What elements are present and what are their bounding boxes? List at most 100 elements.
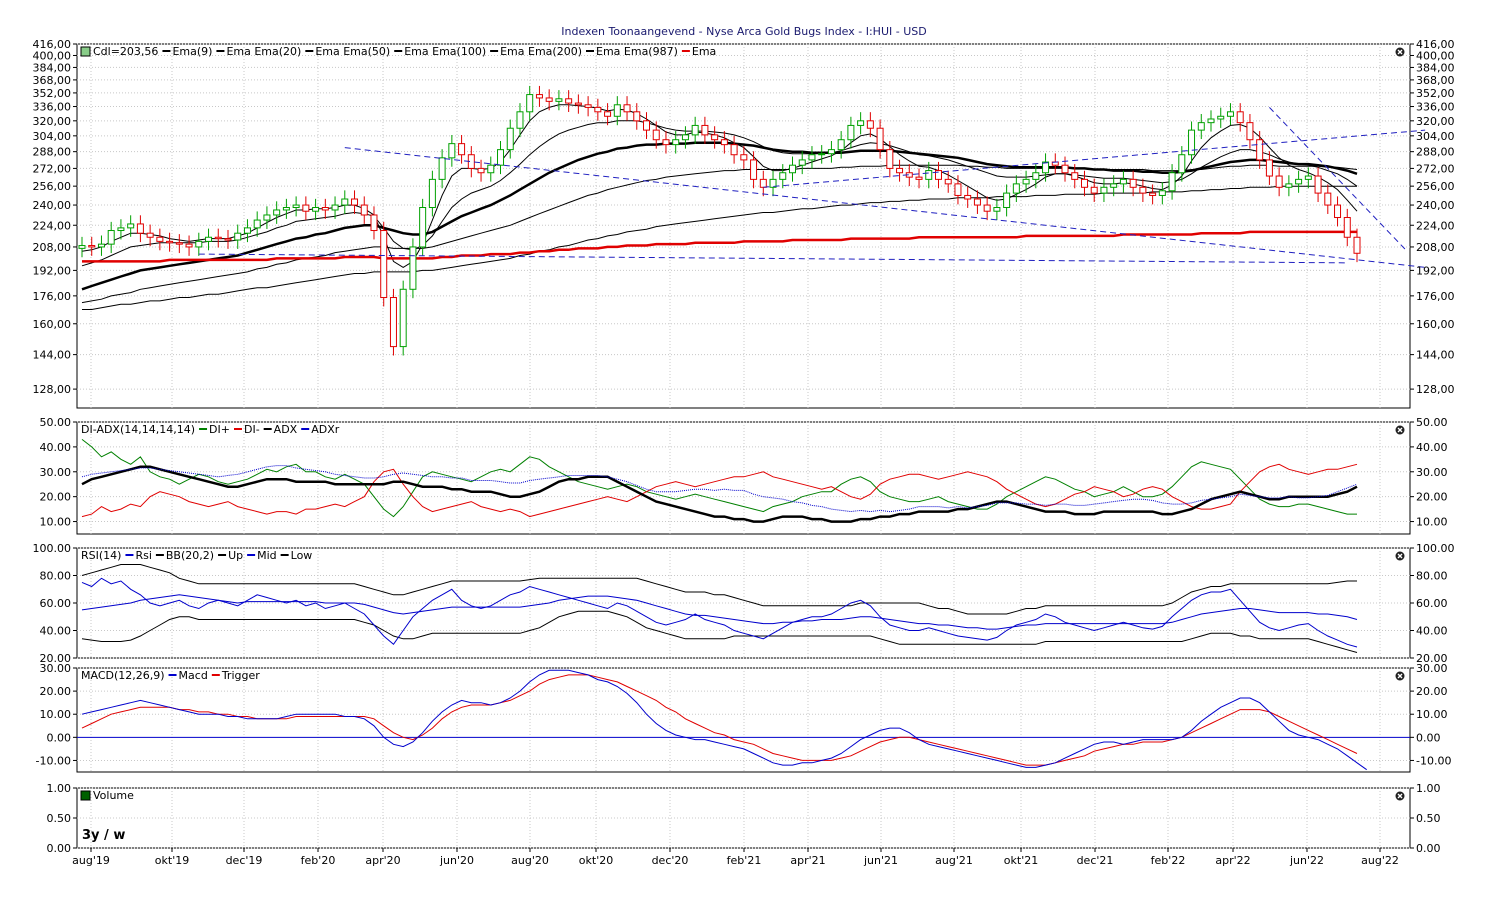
x-tick-16: apr'22	[1215, 854, 1250, 867]
candle-body	[175, 242, 183, 245]
tick-left-price-7: 304,00	[33, 130, 72, 143]
candle-body	[1012, 183, 1020, 194]
legend-text-macd-0: MACD(12,26,9)	[81, 669, 165, 682]
trend-line-down	[344, 147, 1426, 268]
candle-body	[243, 227, 251, 234]
legend-text-dmi-3: ADX	[274, 423, 298, 436]
tick-left-volume-2: 0.00	[47, 842, 72, 855]
ema-line-20	[81, 120, 1358, 267]
legend-text-price-7: Ema	[692, 45, 716, 58]
close-icon[interactable]	[1395, 551, 1405, 561]
legend-swatch-volume	[80, 790, 91, 801]
legend-text-price-3: Ema Ema(50)	[315, 45, 390, 58]
candle-body	[1256, 139, 1264, 161]
tick-right-price-0: 416,00	[1416, 38, 1455, 51]
tick-left-rsi-1: 80.00	[40, 570, 72, 583]
rsi-bb-up-line	[81, 564, 1357, 615]
tick-right-price-12: 224,00	[1416, 219, 1455, 232]
tick-right-rsi-4: 20.00	[1416, 652, 1448, 665]
candle-body	[389, 297, 397, 348]
candle-body	[205, 236, 213, 242]
tick-right-macd-2: 10.00	[1416, 708, 1448, 721]
tick-left-dmi-3: 20.00	[40, 491, 72, 504]
tick-left-price-4: 352,00	[33, 87, 72, 100]
candle-body	[915, 176, 923, 180]
candle-body	[1129, 178, 1137, 188]
dmi-di-minus-line	[81, 463, 1358, 518]
candle-body	[506, 127, 514, 151]
legend-text-dmi-2: DI-	[244, 423, 260, 436]
candle-body	[964, 194, 972, 200]
candle-body	[1022, 178, 1030, 185]
rsi-line	[81, 577, 1358, 648]
tick-right-dmi-0: 50.00	[1416, 416, 1448, 429]
close-icon[interactable]	[1395, 425, 1405, 435]
candle-body	[477, 167, 485, 174]
x-tick-14: dec'21	[1077, 854, 1114, 867]
candle-body	[1304, 175, 1312, 180]
close-icon[interactable]	[1395, 47, 1405, 57]
tick-right-macd-3: 0.00	[1416, 731, 1441, 744]
dmi-di-plus-line	[81, 439, 1357, 518]
candle-body	[1295, 178, 1303, 185]
legend-text-price-2: Ema Ema(20)	[226, 45, 301, 58]
dmi-adx-line	[81, 465, 1358, 523]
ema-line-50	[81, 141, 1358, 291]
candle-body	[876, 127, 884, 151]
candle-body	[487, 164, 495, 174]
candle-body	[302, 204, 310, 212]
candle-body	[1197, 122, 1205, 131]
ema-line-9	[81, 104, 1358, 268]
tick-right-rsi-1: 80.00	[1416, 570, 1448, 583]
candle-body	[1100, 186, 1108, 194]
candle-body	[584, 104, 592, 108]
tick-left-macd-3: 0.00	[47, 731, 72, 744]
candle-body	[604, 111, 612, 117]
candle-body	[78, 245, 86, 249]
tick-left-rsi-3: 40.00	[40, 625, 72, 638]
candle-body	[1119, 178, 1127, 185]
tick-left-volume-1: 0.50	[47, 812, 72, 825]
trend-line-up	[763, 129, 1426, 188]
tick-left-dmi-1: 40.00	[40, 441, 72, 454]
tick-right-price-2: 384,00	[1416, 61, 1455, 74]
candle-body	[351, 198, 359, 206]
tick-right-price-6: 320,00	[1416, 115, 1455, 128]
candle-body	[214, 236, 222, 240]
close-icon[interactable]	[1395, 791, 1405, 801]
candle-body	[497, 149, 505, 166]
candle-body	[1090, 186, 1098, 194]
close-icon-x2	[1397, 553, 1403, 559]
legend-text-price-6: Ema Ema(987)	[596, 45, 678, 58]
candle-body	[1246, 122, 1254, 141]
tick-left-rsi-0: 100.00	[33, 542, 72, 555]
tick-right-volume-1: 0.50	[1416, 812, 1441, 825]
candle-body	[788, 164, 796, 174]
candle-body	[720, 139, 728, 146]
candle-body	[1353, 236, 1361, 254]
x-tick-7: okt'20	[579, 854, 613, 867]
candle-body	[944, 178, 952, 185]
candle-body	[224, 238, 232, 241]
candle-body	[701, 124, 709, 136]
candle-body	[973, 198, 981, 206]
tick-right-price-16: 160,00	[1416, 318, 1455, 331]
candle-body	[691, 124, 699, 136]
close-icon[interactable]	[1395, 671, 1405, 681]
candle-body	[613, 104, 621, 117]
candle-body	[798, 159, 806, 166]
tick-left-macd-1: 20.00	[40, 685, 72, 698]
x-tick-1: okt'19	[155, 854, 189, 867]
candle-body	[779, 172, 787, 180]
legend-text-dmi-1: DI+	[209, 423, 230, 436]
tick-right-rsi-3: 40.00	[1416, 625, 1448, 638]
candle-body	[448, 143, 456, 159]
x-tick-13: okt'21	[1004, 854, 1038, 867]
tick-right-price-8: 288,00	[1416, 146, 1455, 159]
tick-left-price-17: 144,00	[33, 349, 72, 362]
x-tick-12: aug'21	[935, 854, 973, 867]
candle-body	[672, 139, 680, 146]
legend-text-macd-2: Trigger	[221, 669, 260, 682]
candle-body	[370, 214, 378, 232]
tick-right-price-14: 192,00	[1416, 264, 1455, 277]
